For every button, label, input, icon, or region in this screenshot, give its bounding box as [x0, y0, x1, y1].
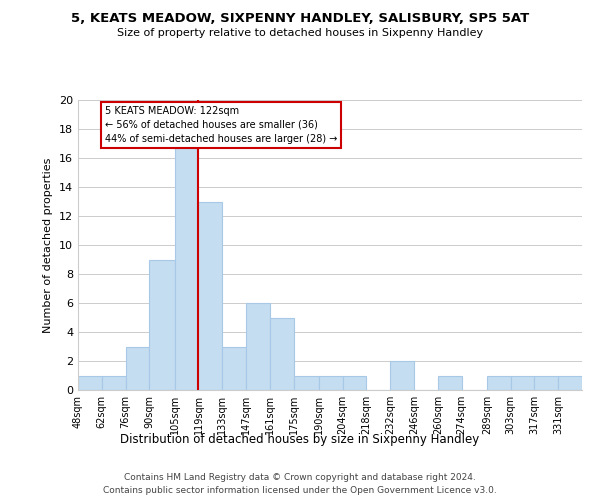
Bar — [246, 303, 270, 390]
Text: Size of property relative to detached houses in Sixpenny Handley: Size of property relative to detached ho… — [117, 28, 483, 38]
Bar — [438, 376, 461, 390]
Bar — [343, 376, 367, 390]
Text: 5 KEATS MEADOW: 122sqm
← 56% of detached houses are smaller (36)
44% of semi-det: 5 KEATS MEADOW: 122sqm ← 56% of detached… — [105, 106, 338, 144]
Text: 5, KEATS MEADOW, SIXPENNY HANDLEY, SALISBURY, SP5 5AT: 5, KEATS MEADOW, SIXPENNY HANDLEY, SALIS… — [71, 12, 529, 26]
Bar — [125, 346, 149, 390]
Text: Distribution of detached houses by size in Sixpenny Handley: Distribution of detached houses by size … — [121, 432, 479, 446]
Bar — [390, 361, 414, 390]
Text: Contains public sector information licensed under the Open Government Licence v3: Contains public sector information licen… — [103, 486, 497, 495]
Bar — [175, 144, 199, 390]
Bar — [78, 376, 102, 390]
Bar — [102, 376, 125, 390]
Bar — [487, 376, 511, 390]
Bar — [293, 376, 319, 390]
Bar — [199, 202, 222, 390]
Bar — [558, 376, 582, 390]
Y-axis label: Number of detached properties: Number of detached properties — [43, 158, 53, 332]
Text: Contains HM Land Registry data © Crown copyright and database right 2024.: Contains HM Land Registry data © Crown c… — [124, 472, 476, 482]
Bar — [511, 376, 535, 390]
Bar — [149, 260, 175, 390]
Bar — [270, 318, 293, 390]
Bar — [319, 376, 343, 390]
Bar — [222, 346, 246, 390]
Bar — [535, 376, 558, 390]
